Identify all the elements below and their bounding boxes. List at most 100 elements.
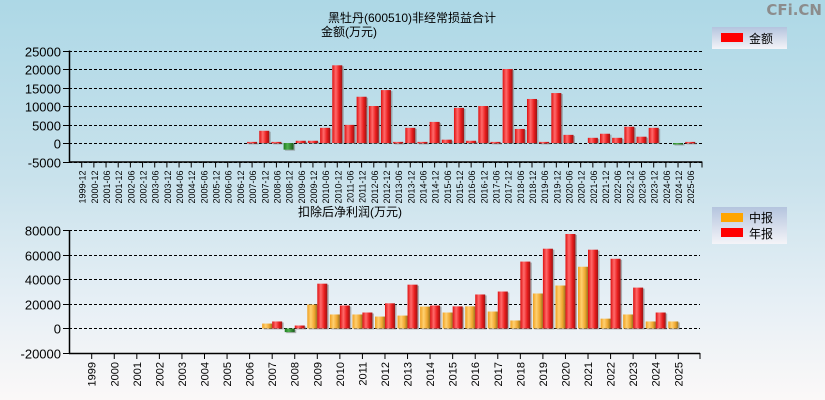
bar	[452, 306, 463, 329]
bar	[294, 325, 305, 329]
x-tick-label: 2019	[538, 362, 550, 386]
bar	[344, 124, 355, 143]
bar-shadow	[248, 142, 259, 145]
x-tick-label: 2004-12	[187, 171, 197, 204]
bar	[624, 126, 635, 143]
bar-shadow	[686, 142, 697, 145]
bar	[417, 141, 428, 144]
legend-label-interim: 中报	[749, 210, 773, 225]
chart-title: 黑牡丹(600510)非经常损益合计	[328, 10, 496, 25]
bar	[368, 106, 379, 143]
bar-shadow	[540, 142, 551, 145]
bar	[420, 306, 431, 329]
x-tick-label: 2008-06	[272, 171, 282, 204]
x-tick-label: 2000	[109, 362, 121, 386]
x-tick-label: 2013	[403, 362, 415, 386]
bar	[510, 320, 521, 329]
x-tick-label: 2006	[245, 362, 257, 386]
bar	[520, 261, 531, 329]
bar	[429, 121, 440, 143]
bar	[362, 312, 373, 329]
bar	[551, 93, 562, 143]
bar	[478, 106, 489, 143]
bar	[332, 65, 343, 143]
x-tick-label: 2021-12	[601, 171, 611, 204]
x-tick-label: 2021-06	[589, 171, 599, 204]
x-tick-label: 2021	[583, 362, 595, 386]
bar	[374, 316, 385, 329]
legend: 中报 年报	[712, 207, 787, 244]
y-tick-label: -20000	[21, 347, 61, 362]
y-tick-label: 0	[54, 137, 61, 152]
x-tick-label: 2012-12	[382, 171, 392, 204]
x-tick-label: 2007-12	[260, 171, 270, 204]
bar	[588, 249, 599, 329]
bar	[565, 233, 576, 329]
bar	[307, 140, 318, 143]
x-tick-label: 2005-12	[212, 171, 222, 204]
x-tick-label: 2025-06	[686, 171, 696, 204]
x-tick-label: 2003-06	[151, 171, 161, 204]
bar	[673, 143, 684, 145]
x-tick-label: 2017-06	[491, 171, 501, 204]
x-tick-label: 2009-06	[297, 171, 307, 204]
bar	[539, 141, 550, 144]
top-chart: 黑牡丹(600510)非经常损益合计 金额(万元) 25000 20000 1500…	[25, 10, 787, 204]
x-tick-label: 2001-06	[102, 171, 112, 204]
x-tick-label: 2019-06	[540, 171, 550, 204]
chart-title: 扣除后净利润(万元)	[298, 204, 402, 219]
bar	[430, 305, 441, 329]
bar	[283, 143, 294, 150]
bar	[610, 258, 621, 329]
bar	[356, 96, 367, 143]
x-tick-label: 2020-06	[565, 171, 575, 204]
watermark: CFi.CN	[766, 1, 822, 19]
bar	[600, 318, 611, 329]
x-tick-label: 2016	[470, 362, 482, 386]
x-tick-label: 2015-12	[455, 171, 465, 204]
x-tick-label: 1999-12	[78, 171, 88, 204]
x-tick-label: 2002-06	[126, 171, 136, 204]
bar	[247, 141, 258, 144]
x-tick-label: 2005	[222, 362, 234, 386]
x-tick-label: 2024-06	[662, 171, 672, 204]
x-tick-label: 2002	[154, 362, 166, 386]
bar	[329, 314, 340, 329]
x-tick-label: 2010	[335, 362, 347, 386]
x-tick-label: 2017	[493, 362, 505, 386]
x-tick-label: 2011	[357, 362, 369, 386]
y-tick-label: 25000	[25, 45, 61, 60]
bar	[393, 141, 404, 144]
x-tick-label: 2010-12	[333, 171, 343, 204]
x-tick-label: 2017-12	[504, 171, 514, 204]
bar	[271, 141, 282, 144]
bar	[475, 294, 486, 329]
x-tick-label: 2024-12	[674, 171, 684, 204]
bar	[633, 287, 644, 329]
bar	[453, 107, 464, 143]
bar	[526, 98, 537, 143]
x-tick-label: 2004-06	[175, 171, 185, 204]
x-tick-label: 2005-06	[199, 171, 209, 204]
x-tick-label: 2022	[606, 362, 618, 386]
bar	[555, 285, 566, 329]
bar	[272, 321, 283, 329]
x-tick-label: 2008	[290, 362, 302, 386]
bar	[497, 291, 508, 329]
x-tick-label: 2014-12	[431, 171, 441, 204]
bar	[465, 306, 476, 329]
x-tick-label: 2013-12	[406, 171, 416, 204]
x-tick-label: 2001	[132, 362, 144, 386]
x-tick-label: 1999	[87, 362, 99, 386]
x-tick-label: 2000-12	[90, 171, 100, 204]
x-tick-label: 2011-12	[358, 171, 368, 203]
y-tick-label: 15000	[25, 82, 61, 97]
bar	[295, 140, 306, 143]
bar	[339, 305, 350, 329]
legend-label-amount: 金额	[749, 31, 773, 46]
x-tick-label: 2001-12	[114, 171, 124, 204]
x-tick-label: 2003	[177, 362, 189, 386]
bar	[542, 248, 553, 329]
x-tick-label: 2011-06	[345, 171, 355, 203]
